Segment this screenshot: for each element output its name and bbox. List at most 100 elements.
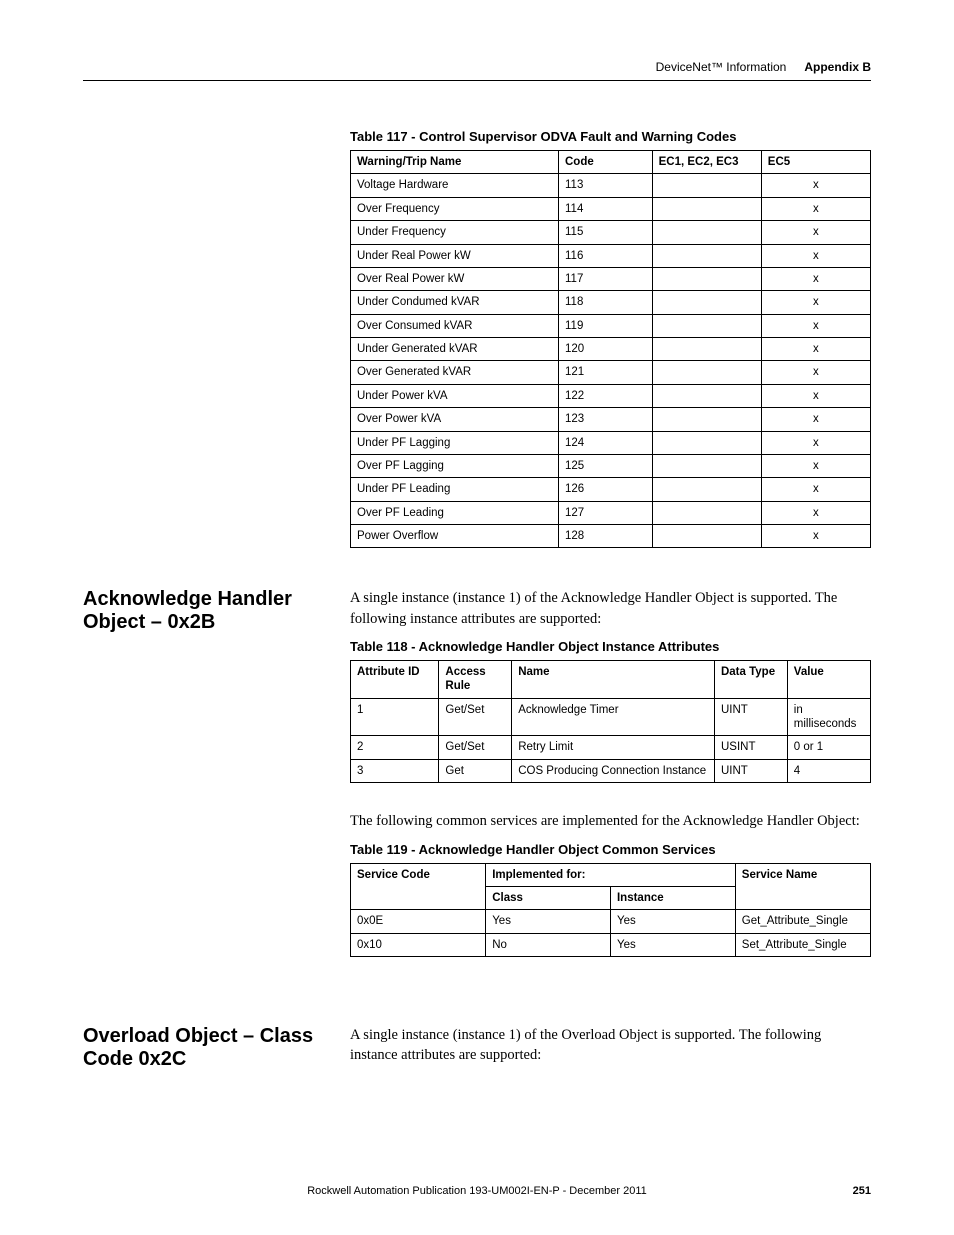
cell-ec123 [652,244,761,267]
cell-ec123 [652,361,761,384]
table-row: 3GetCOS Producing Connection InstanceUIN… [351,759,871,782]
table119-th-class: Class [486,886,611,909]
cell-rule: Get [439,759,512,782]
cell-code: 118 [559,291,653,314]
table-row: Over Consumed kVAR119 x [351,314,871,337]
table-row: Under Power kVA122 x [351,384,871,407]
table118-caption: Table 118 - Acknowledge Handler Object I… [350,639,871,654]
cell-class: No [486,933,611,956]
table118-th-id: Attribute ID [351,660,439,698]
header-appendix: Appendix B [804,60,871,74]
heading-overload: Overload Object – Class Code 0x2C [83,1025,320,1076]
cell-name: Over Generated kVAR [351,361,559,384]
cell-ec5: x [761,314,870,337]
cell-name: Over Power kVA [351,408,559,431]
cell-ec123 [652,174,761,197]
cell-ec123 [652,408,761,431]
table-row: Power Overflow128x [351,525,871,548]
table117-th-code: Code [559,151,653,174]
cell-ec5: x [761,454,870,477]
cell-name: Under Power kVA [351,384,559,407]
cell-ec5: x [761,384,870,407]
cell-inst: Yes [610,933,735,956]
cell-ec5: x [761,408,870,431]
table119-th-svc: Service Code [351,863,486,910]
cell-name: Voltage Hardware [351,174,559,197]
table117-th-ec5: EC5 [761,151,870,174]
footer-page-number: 251 [853,1185,871,1197]
table119-th-impl: Implemented for: [486,863,736,886]
cell-code: 113 [559,174,653,197]
table117-caption: Table 117 - Control Supervisor ODVA Faul… [350,129,871,144]
cell-name: Power Overflow [351,525,559,548]
cell-name: Under PF Leading [351,478,559,501]
cell-ec5: x [761,501,870,524]
cell-ec5: x [761,291,870,314]
cell-ec123 [652,501,761,524]
para-overload-1: A single instance (instance 1) of the Ov… [350,1025,871,1066]
table-row: Voltage Hardware113x [351,174,871,197]
cell-ec123 [652,478,761,501]
cell-code: 127 [559,501,653,524]
cell-name: Get_Attribute_Single [735,910,870,933]
cell-code: 121 [559,361,653,384]
cell-ec123 [652,384,761,407]
cell-ec123 [652,454,761,477]
table-row: Under Condumed kVAR118 x [351,291,871,314]
cell-id: 2 [351,736,439,759]
cell-dt: UINT [714,759,787,782]
cell-code: 125 [559,454,653,477]
table-row: Over PF Leading127x [351,501,871,524]
cell-name: Set_Attribute_Single [735,933,870,956]
cell-code: 119 [559,314,653,337]
section-ack-handler: Acknowledge Handler Object – 0x2B A sing… [83,588,871,985]
cell-ec5: x [761,361,870,384]
cell-code: 124 [559,431,653,454]
cell-ec123 [652,525,761,548]
cell-name: Under Real Power kW [351,244,559,267]
table118-th-rule: Access Rule [439,660,512,698]
cell-name: Under Generated kVAR [351,338,559,361]
cell-ec123 [652,314,761,337]
cell-rule: Get/Set [439,698,512,736]
cell-dt: UINT [714,698,787,736]
table-row: Over Real Power kW117x [351,267,871,290]
table118-th-val: Value [787,660,870,698]
cell-ec5: x [761,244,870,267]
cell-name: Acknowledge Timer [512,698,715,736]
cell-id: 1 [351,698,439,736]
table117-th-name: Warning/Trip Name [351,151,559,174]
table118-th-dt: Data Type [714,660,787,698]
table-row: Under Generated kVAR120x [351,338,871,361]
cell-name: COS Producing Connection Instance [512,759,715,782]
cell-ec5: x [761,478,870,501]
cell-code: 116 [559,244,653,267]
table-row: Under Real Power kW116 x [351,244,871,267]
cell-code: 114 [559,197,653,220]
footer-publication: Rockwell Automation Publication 193-UM00… [307,1185,647,1197]
header-doc-title: DeviceNet™ Information [656,60,787,74]
table119-th-inst: Instance [610,886,735,909]
cell-code: 0x10 [351,933,486,956]
cell-name: Over Real Power kW [351,267,559,290]
cell-val: 4 [787,759,870,782]
cell-name: Under Condumed kVAR [351,291,559,314]
page-footer: Rockwell Automation Publication 193-UM00… [83,1185,871,1197]
cell-ec5: x [761,197,870,220]
table-row: Over PF Lagging125x [351,454,871,477]
para-ack-1: A single instance (instance 1) of the Ac… [350,588,871,629]
cell-name: Over Consumed kVAR [351,314,559,337]
table-row: 0x10NoYesSet_Attribute_Single [351,933,871,956]
cell-code: 122 [559,384,653,407]
table-row: Over Power kVA123x [351,408,871,431]
cell-ec5: x [761,267,870,290]
cell-dt: USINT [714,736,787,759]
cell-class: Yes [486,910,611,933]
cell-ec123 [652,431,761,454]
table117: Warning/Trip Name Code EC1, EC2, EC3 EC5… [350,150,871,548]
cell-id: 3 [351,759,439,782]
cell-code: 126 [559,478,653,501]
table-row: Under PF Lagging124x [351,431,871,454]
cell-code: 128 [559,525,653,548]
cell-name: Under Frequency [351,221,559,244]
